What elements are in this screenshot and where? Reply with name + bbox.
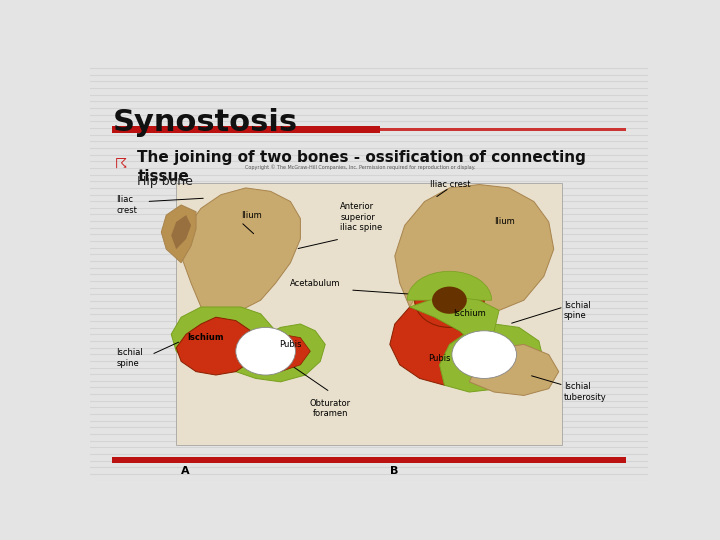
Text: Ischial
spine: Ischial spine	[564, 301, 590, 320]
Text: ☈: ☈	[115, 156, 127, 170]
Polygon shape	[251, 334, 310, 372]
Ellipse shape	[415, 273, 485, 327]
Text: Ischium: Ischium	[188, 333, 224, 342]
Text: Acetabulum: Acetabulum	[289, 279, 340, 288]
Bar	[176, 183, 562, 445]
Text: Hip bone: Hip bone	[138, 175, 193, 188]
Ellipse shape	[432, 287, 467, 314]
Text: Copyright © The McGraw-Hill Companies, Inc. Permission required for reproduction: Copyright © The McGraw-Hill Companies, I…	[245, 164, 475, 170]
Polygon shape	[171, 307, 276, 372]
Polygon shape	[161, 205, 196, 263]
Polygon shape	[410, 297, 499, 348]
Text: Obturator
foramen: Obturator foramen	[310, 399, 351, 418]
Text: Ischium: Ischium	[453, 309, 486, 318]
Text: Ilium: Ilium	[240, 211, 261, 220]
Text: A: A	[181, 465, 190, 476]
Polygon shape	[410, 280, 480, 314]
Polygon shape	[395, 185, 554, 314]
Ellipse shape	[452, 331, 516, 379]
Polygon shape	[171, 215, 191, 249]
Text: Anterior
superior
iliac spine: Anterior superior iliac spine	[340, 202, 382, 232]
Polygon shape	[181, 188, 300, 314]
Bar	[112, 126, 380, 133]
Text: Ilium: Ilium	[494, 218, 515, 226]
Polygon shape	[236, 324, 325, 382]
Text: B: B	[390, 465, 398, 476]
Ellipse shape	[236, 327, 295, 375]
Polygon shape	[176, 317, 261, 375]
Polygon shape	[469, 345, 559, 395]
Text: Pubis: Pubis	[279, 340, 302, 349]
Polygon shape	[390, 307, 485, 385]
Wedge shape	[408, 271, 492, 300]
Text: Pubis: Pubis	[428, 354, 451, 362]
Text: Iliac
crest: Iliac crest	[117, 195, 138, 214]
Text: The joining of two bones - ossification of connecting
tissue: The joining of two bones - ossification …	[138, 150, 586, 184]
Text: Iliac crest: Iliac crest	[430, 180, 470, 189]
Text: Ischial
spine: Ischial spine	[117, 348, 143, 368]
Text: Ischial
tuberosity: Ischial tuberosity	[564, 382, 606, 402]
Bar	[112, 457, 626, 463]
Text: Synostosis: Synostosis	[112, 109, 297, 138]
Bar	[380, 128, 626, 131]
Polygon shape	[439, 324, 544, 392]
